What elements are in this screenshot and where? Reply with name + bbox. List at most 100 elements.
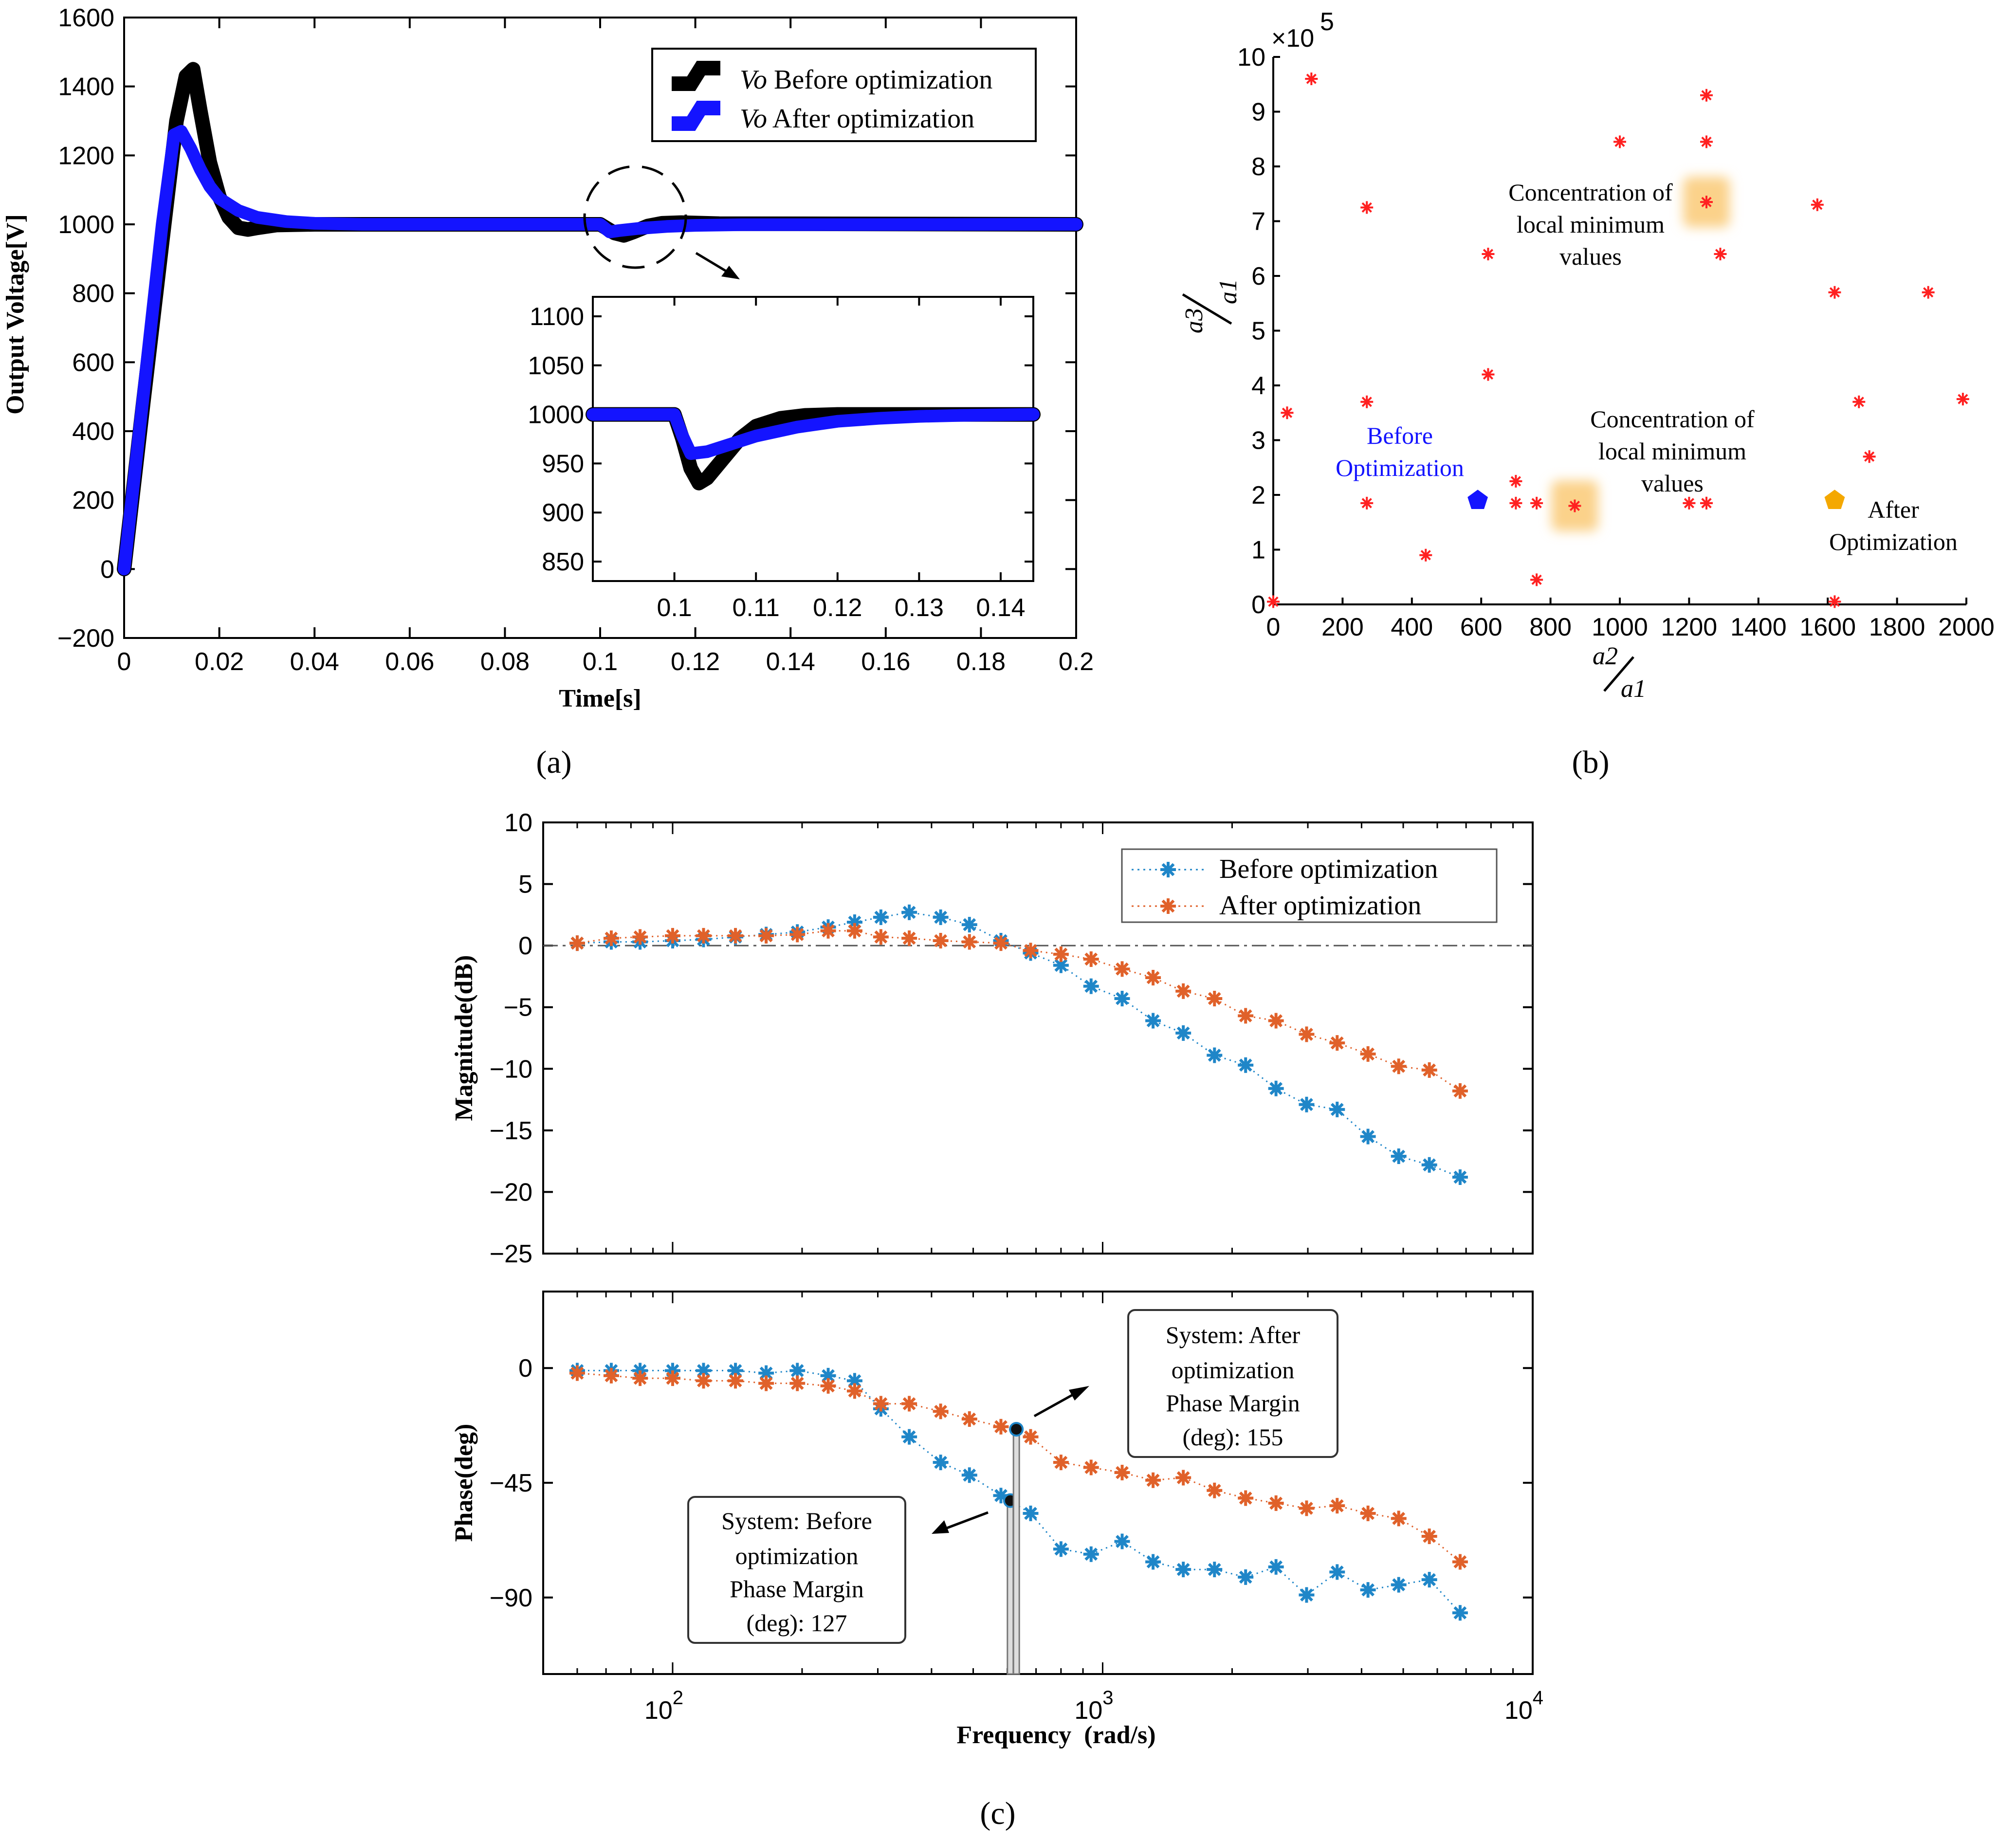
mag-before-point: [1329, 1101, 1345, 1117]
scatter-point-stroke: [1361, 202, 1372, 213]
mag-after-point: [1421, 1062, 1437, 1078]
phase-after-point: [603, 1367, 619, 1384]
phase-margin-guide: [1012, 1428, 1020, 1675]
mag-before-point-stroke: [1330, 1103, 1344, 1116]
annotation-bottom-cluster: Concentration of local minimum values: [1590, 405, 1755, 497]
b-x-tick-label: 1000: [1592, 613, 1648, 641]
b-x-tick-label: 200: [1321, 613, 1364, 641]
x-tick-label: 0.16: [861, 648, 910, 676]
phase-before-point: [961, 1467, 977, 1483]
phase-after-point: [1329, 1498, 1345, 1514]
phase-after-point-stroke: [1146, 1474, 1160, 1487]
frequency-x-ticks: 102 103 104: [542, 822, 1543, 1725]
datatip-after-arrow-head: [1069, 1386, 1089, 1401]
b-y-tick-label: 9: [1251, 98, 1265, 127]
phase-after-point-stroke: [848, 1384, 861, 1398]
phase-before-point-stroke: [1392, 1578, 1406, 1592]
b-y-tick-label: 2: [1251, 481, 1265, 510]
scatter-point-stroke: [1306, 73, 1317, 84]
phase-after-point: [728, 1373, 744, 1389]
b-x-tick-label: 400: [1391, 613, 1433, 641]
x-tick-label: 0: [117, 648, 131, 676]
phase-y-tick-label: 0: [518, 1354, 532, 1383]
mag-before-point-stroke: [1176, 1026, 1190, 1040]
phase-before-point-stroke: [697, 1364, 710, 1377]
panel-b-caption: (b): [1572, 745, 1610, 780]
mag-after-point-stroke: [633, 930, 647, 944]
inset-y-tick-label: 950: [542, 450, 584, 478]
mag-after-point-stroke: [994, 936, 1008, 950]
mag-after-point-stroke: [1330, 1036, 1344, 1050]
phase-before-point: [1452, 1605, 1468, 1621]
b-y-tick-label: 0: [1251, 591, 1265, 619]
mag-after-point: [933, 933, 949, 949]
panel-a-caption: (a): [536, 745, 571, 780]
legend-star-before-mark-stroke: [1161, 863, 1175, 876]
scatter-point-stroke: [1268, 596, 1279, 607]
phase-after-point: [961, 1411, 977, 1427]
scatter-point: [1828, 286, 1841, 299]
x-label-numerator: a2: [1593, 642, 1618, 670]
x-tick-label: 0.2: [1059, 648, 1094, 676]
phase-after-point-stroke: [605, 1369, 618, 1383]
legend-label-before: Vo Before optimization: [740, 65, 992, 95]
phase-before-point: [1207, 1562, 1223, 1578]
phase-before-point: [1299, 1587, 1315, 1603]
phase-before-point-stroke: [1300, 1588, 1313, 1602]
before-label-line-1: Before: [1367, 422, 1433, 449]
legend-label-after: Vo After optimization: [740, 104, 974, 134]
phase-after-point: [789, 1375, 806, 1391]
b-x-tick-label: 600: [1460, 613, 1503, 641]
x-tick-label: 0.1: [583, 648, 618, 676]
mag-before-point-stroke: [874, 910, 888, 924]
mag-after-point: [1391, 1058, 1407, 1074]
freq-tick-base: 10: [644, 1696, 673, 1725]
y-tick-label: 1600: [58, 4, 114, 32]
scatter-point: [1267, 595, 1280, 608]
y-label-slash: [1182, 293, 1232, 325]
phase-after-point: [1299, 1500, 1315, 1516]
scatter-point: [1863, 450, 1876, 463]
phase-after-point: [1145, 1472, 1161, 1488]
after-label-line-1: After: [1868, 496, 1919, 523]
mag-before-point: [1175, 1025, 1191, 1041]
annotation-top-line-2: local minimum: [1517, 211, 1665, 238]
mag-after-point-stroke: [729, 929, 742, 943]
mag-before-point-stroke: [1054, 959, 1068, 972]
mag-after-point: [993, 935, 1009, 951]
x-label-denominator: a1: [1621, 675, 1646, 703]
phase-after-point: [1238, 1490, 1254, 1506]
annotation-top-line-3: values: [1559, 243, 1622, 270]
phase-before-point: [758, 1365, 774, 1381]
mag-before-point-stroke: [1300, 1098, 1313, 1111]
scatter-point-stroke: [1531, 574, 1542, 585]
inset-x-tick-label: 0.12: [813, 594, 862, 622]
mag-after-point-stroke: [1176, 984, 1190, 998]
scatter-point-stroke: [1812, 200, 1823, 210]
panel-a-series: [117, 62, 1083, 577]
mag-before-point: [1083, 978, 1099, 994]
x-tick-label: 0.04: [290, 648, 339, 676]
phase-before-point-stroke: [994, 1489, 1008, 1502]
inset-y-tick-label: 1000: [528, 401, 584, 429]
panel-a-x-ticks: 0 0.02 0.04 0.06 0.08 0.1 0.12 0.14 0.16 0.18 0.2: [117, 18, 1094, 676]
legend-star-after-mark-stroke: [1161, 899, 1175, 913]
phase-after-point-stroke: [994, 1420, 1008, 1434]
zoom-arrow: [695, 252, 731, 275]
datatip-before-line-2: optimization: [735, 1542, 859, 1569]
phase-y-tick-label: −45: [490, 1469, 532, 1497]
freq-tick-label: 102: [644, 1687, 683, 1725]
scatter-point: [1714, 248, 1727, 260]
panel-a-y-axis-label: Output Voltage[V]: [1, 214, 29, 415]
phase-before-point-stroke: [1084, 1548, 1098, 1561]
phase-after-point-stroke: [874, 1397, 888, 1410]
scatter-point-stroke: [1701, 136, 1712, 147]
phase-before-point-stroke: [729, 1364, 742, 1377]
y-tick-label: 0: [100, 555, 114, 583]
datatip-after-line-2: optimization: [1172, 1356, 1295, 1384]
mag-before-point: [933, 909, 949, 925]
mag-after-point: [820, 923, 836, 939]
phase-after-point: [846, 1383, 862, 1399]
phase-after-point-stroke: [1269, 1496, 1283, 1510]
